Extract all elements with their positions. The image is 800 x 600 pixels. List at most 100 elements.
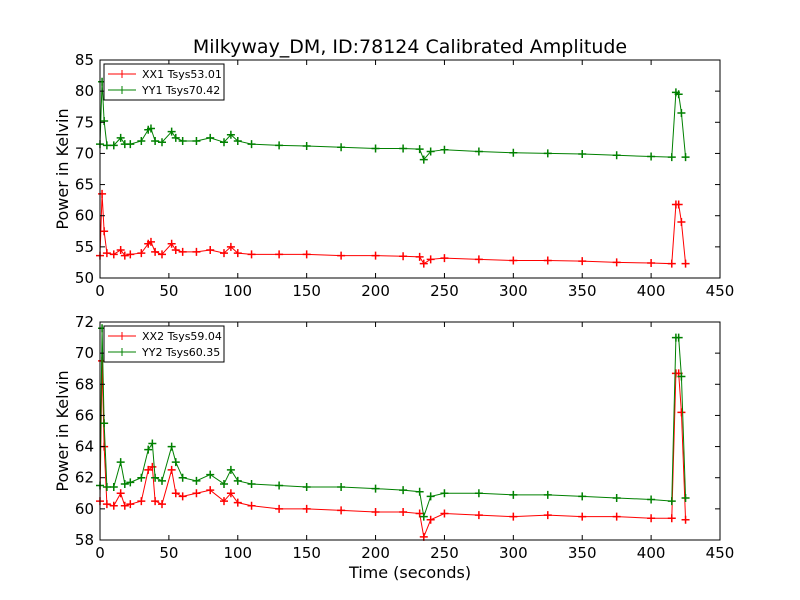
data-point-yy2: [419, 512, 428, 521]
data-point-yy1: [578, 150, 587, 159]
y-tick-label: 55: [75, 238, 94, 256]
data-point-yy1: [440, 145, 449, 154]
data-point-yy2: [137, 473, 146, 482]
data-point-yy1: [178, 136, 187, 145]
data-point-yy1: [337, 143, 346, 152]
x-tick-label: 0: [95, 282, 105, 300]
data-point-yy2: [178, 473, 187, 482]
data-point-xx1: [399, 252, 408, 261]
data-point-yy2: [302, 483, 311, 492]
data-point-xx1: [509, 256, 518, 265]
y-axis-label-top: Power in Kelvin: [53, 108, 72, 229]
data-point-yy2: [151, 473, 160, 482]
x-tick-label: 350: [568, 282, 597, 300]
y-tick-label: 66: [75, 406, 94, 424]
x-tick-label: 150: [292, 282, 321, 300]
data-point-xx2: [677, 408, 686, 417]
y-tick-label: 64: [75, 438, 94, 456]
legend-label-xx1: XX1 Tsys53.01: [142, 68, 222, 81]
y-tick-label: 80: [75, 82, 94, 100]
data-point-xx2: [543, 511, 552, 520]
legend-label-yy1: YY1 Tsys70.42: [141, 84, 220, 97]
data-point-xx1: [178, 247, 187, 256]
data-point-yy2: [167, 442, 176, 451]
data-point-xx2: [148, 462, 157, 471]
data-point-xx2: [151, 497, 160, 506]
data-point-yy2: [667, 497, 676, 506]
data-point-yy2: [206, 470, 215, 479]
data-point-yy2: [116, 458, 125, 467]
data-point-xx2: [178, 492, 187, 501]
data-point-xx1: [337, 251, 346, 260]
y-tick-label: 70: [75, 144, 94, 162]
plot-frame-top: [99, 59, 721, 279]
data-point-yy2: [171, 458, 180, 467]
y-tick-label: 58: [75, 531, 94, 549]
y-tick-label: 50: [75, 269, 94, 287]
data-point-yy2: [192, 476, 201, 485]
data-point-yy1: [137, 136, 146, 145]
x-tick-label: 150: [292, 544, 321, 562]
data-point-yy1: [116, 133, 125, 142]
data-point-yy2: [158, 476, 166, 485]
data-point-yy1: [146, 124, 155, 133]
data-point-yy2: [399, 486, 408, 495]
data-point-yy2: [275, 481, 284, 490]
data-point-yy2: [509, 490, 518, 499]
data-point-xx2: [206, 486, 215, 495]
data-point-yy2: [102, 483, 111, 492]
legend-top: XX1 Tsys53.01 YY1 Tsys70.42: [103, 63, 225, 101]
data-point-yy1: [474, 147, 483, 156]
data-point-xx1: [674, 200, 683, 209]
data-point-xx1: [415, 252, 424, 261]
data-point-yy1: [109, 141, 118, 150]
data-point-yy1: [151, 136, 160, 145]
legend-label-xx2: XX2 Tsys59.04: [142, 330, 222, 343]
data-point-yy1: [415, 145, 424, 154]
y-axis-label-bottom: Power in Kelvin: [53, 370, 72, 491]
data-point-yy2: [612, 493, 621, 502]
data-point-xx1: [137, 249, 146, 258]
data-point-xx1: [440, 254, 449, 263]
data-point-xx2: [371, 507, 380, 516]
y-tick-label: 60: [75, 500, 94, 518]
data-point-xx2: [275, 504, 284, 513]
y-tick-label: 65: [75, 176, 94, 194]
data-point-yy1: [100, 117, 109, 126]
data-point-yy2: [120, 479, 129, 488]
data-point-xx1: [98, 189, 107, 198]
data-point-xx1: [302, 250, 311, 259]
data-point-xx2: [647, 514, 656, 523]
legend-box-top: [103, 63, 225, 101]
data-point-xx2: [415, 509, 424, 518]
data-point-yy2: [220, 479, 228, 488]
data-point-xx2: [102, 500, 111, 509]
data-point-yy1: [206, 133, 215, 142]
data-point-yy1: [612, 151, 621, 160]
data-point-xx2: [426, 515, 435, 524]
data-point-xx1: [171, 245, 180, 254]
x-tick-label: 250: [430, 282, 459, 300]
x-tick-label: 400: [637, 282, 666, 300]
data-point-xx2: [126, 500, 135, 509]
data-point-yy2: [543, 490, 552, 499]
data-point-xx1: [120, 251, 129, 260]
series-group-top: [96, 77, 690, 268]
data-point-xx2: [120, 501, 129, 510]
data-point-yy1: [192, 136, 201, 145]
data-point-yy2: [126, 478, 135, 487]
data-point-yy2: [677, 372, 686, 381]
data-point-xx1: [426, 255, 435, 264]
data-point-xx2: [137, 497, 146, 506]
y-tick-label: 70: [75, 344, 94, 362]
legend-label-yy2: YY2 Tsys60.35: [141, 346, 220, 359]
data-point-xx2: [337, 506, 346, 515]
data-point-yy1: [167, 127, 176, 136]
data-point-yy2: [681, 493, 690, 502]
y-tick-label: 62: [75, 469, 94, 487]
y-tick-label: 60: [75, 207, 94, 225]
data-point-yy1: [158, 138, 166, 147]
data-point-yy2: [148, 439, 157, 448]
data-point-yy1: [233, 136, 242, 145]
